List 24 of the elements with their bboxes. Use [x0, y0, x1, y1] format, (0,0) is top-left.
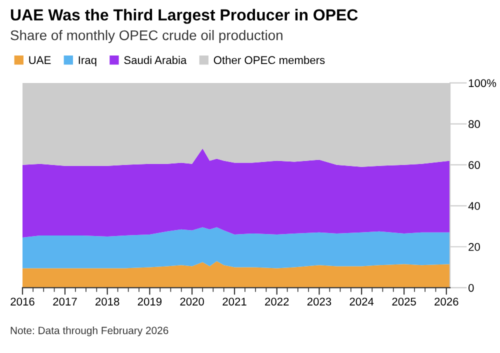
legend-label: UAE: [29, 56, 51, 64]
x-tick-label: 2023: [307, 298, 332, 306]
legend-label: Other OPEC members: [214, 56, 325, 64]
text: Note: Data through February 2026: [10, 326, 168, 336]
x-tick-label: 2026: [434, 298, 458, 306]
x-tick-label: 2018: [96, 298, 120, 306]
x-tick-label: 2017: [53, 298, 77, 306]
y-tick-label: 20: [468, 243, 480, 251]
y-tick-label: 100%: [468, 79, 496, 88]
y-tick-label: 0: [468, 284, 474, 292]
y-tick-label: 40: [468, 202, 480, 210]
x-tick-label: 2016: [10, 298, 34, 306]
chart-title: UAE Was the Third Largest Producer in OPEC: [10, 8, 358, 24]
x-tick-label: 2019: [138, 298, 162, 306]
y-tick-label: 80: [468, 120, 480, 128]
x-tick-label: 2025: [392, 298, 416, 306]
x-tick-label: 2024: [350, 298, 374, 306]
y-tick-label: 60: [468, 161, 480, 169]
legend-label: Saudi Arabia: [124, 56, 187, 64]
x-tick-label: 2021: [222, 298, 246, 306]
legend-label: Iraq: [78, 56, 96, 66]
x-tick-label: 2022: [265, 298, 289, 306]
chart-subtitle: Share of monthly OPEC crude oil production: [10, 30, 282, 43]
x-tick-label: 2020: [180, 298, 204, 306]
